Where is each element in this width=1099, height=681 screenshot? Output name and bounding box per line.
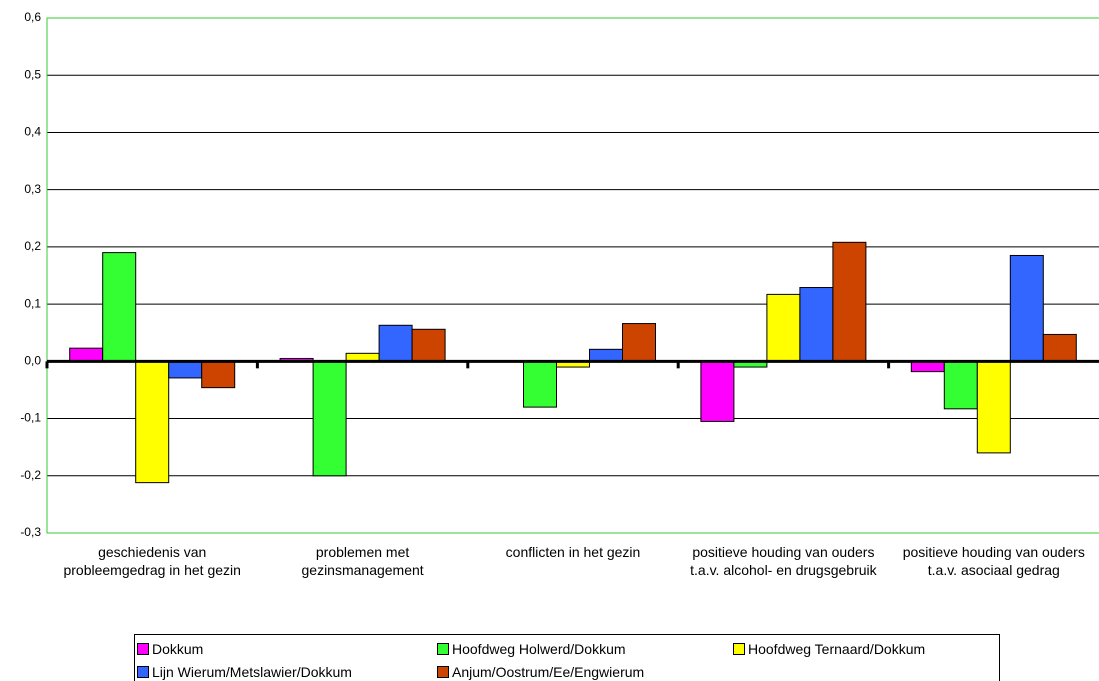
plot-border (46, 17, 1099, 534)
y-tick-label: 0,0 (24, 354, 41, 368)
legend-label: Anjum/Oostrum/Ee/Engwierum (452, 664, 645, 680)
bar (589, 348, 623, 362)
legend: Dokkum Hoofdweg Holwerd/Dokkum Hoofdweg Te… (134, 634, 1000, 681)
bar (69, 347, 104, 362)
bar (378, 324, 413, 362)
y-tick-label: 0,3 (24, 182, 41, 196)
legend-swatch (733, 643, 745, 655)
bar (135, 360, 170, 484)
x-tick-label: geschiedenis van probleemgedrag in het g… (63, 544, 241, 578)
x-tick-label: positieve houding van ouders t.a.v. alco… (690, 544, 877, 578)
legend-label: Dokkum (152, 641, 204, 657)
legend-item: Dokkum (137, 641, 203, 657)
y-tick-label: 0,1 (24, 296, 41, 310)
legend-item: Hoofdweg Holwerd/Dokkum (437, 641, 626, 657)
legend-swatch (437, 643, 449, 655)
bar (832, 241, 867, 362)
bar (102, 252, 137, 362)
bar (622, 323, 656, 362)
legend-label: Hoofdweg Holwerd/Dokkum (452, 641, 626, 657)
bar (766, 293, 801, 362)
bar (201, 360, 236, 389)
bar (168, 360, 203, 379)
x-tick-label: conflicten in het gezin (505, 544, 641, 560)
bar (976, 360, 1011, 454)
x-tick-label: positieve houding van ouders t.a.v. asoc… (902, 544, 1085, 578)
bar (943, 360, 978, 410)
bar (411, 328, 446, 362)
bar (523, 360, 557, 408)
y-tick-label: -0,1 (20, 411, 41, 425)
legend-label: Hoofdweg Ternaard/Dokkum (748, 641, 926, 657)
legend-swatch (437, 666, 449, 678)
bar (312, 360, 347, 477)
x-tick-label: problemen met gezinsmanagement (301, 544, 424, 578)
legend-item: Lijn Wierum/Metslawier/Dokkum (137, 664, 352, 680)
y-tick-label: 0,2 (24, 239, 41, 253)
y-tick-label: 0,5 (24, 67, 41, 81)
legend-item: Anjum/Oostrum/Ee/Engwierum (437, 664, 644, 680)
bar (700, 360, 735, 422)
y-tick-label: 0,6 (24, 10, 41, 24)
y-tick-label: -0,3 (20, 525, 41, 539)
legend-swatch (137, 643, 149, 655)
legend-item: Hoofdweg Ternaard/Dokkum (733, 641, 925, 657)
bar (799, 287, 834, 362)
bar (1009, 254, 1044, 362)
y-tick-label: -0,2 (20, 468, 41, 482)
legend-swatch (137, 666, 149, 678)
legend-label: Lijn Wierum/Metslawier/Dokkum (152, 664, 352, 680)
y-tick-label: 0,4 (24, 125, 41, 139)
bar (910, 360, 945, 373)
bar (1042, 333, 1077, 362)
